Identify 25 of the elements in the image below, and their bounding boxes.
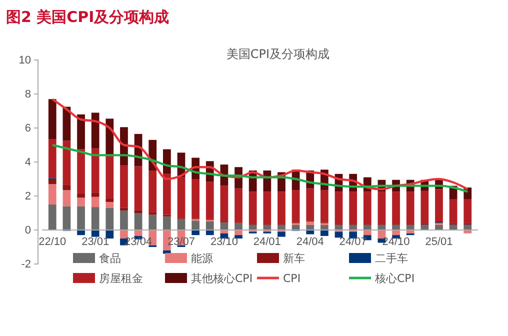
x-tick-label: 24/01 bbox=[253, 236, 281, 248]
x-tick-label: 24/07 bbox=[339, 236, 367, 248]
legend-label: 其他核心CPI bbox=[191, 272, 253, 285]
chart-title: 图2 美国CPI及分项构成 bbox=[6, 8, 170, 26]
legend-label: 新车 bbox=[283, 252, 305, 265]
x-tick-label: 23/01 bbox=[82, 236, 110, 248]
y-tick-label: 10 bbox=[18, 54, 31, 67]
x-tick-label: 22/10 bbox=[38, 236, 66, 248]
x-tick-label: 24/04 bbox=[296, 236, 324, 248]
legend-label: 食品 bbox=[99, 252, 121, 265]
legend-label: 房屋租金 bbox=[99, 272, 143, 285]
y-tick-label: 4 bbox=[24, 156, 31, 169]
y-tick-label: 6 bbox=[24, 122, 31, 135]
x-tick-label: 23/10 bbox=[210, 236, 238, 248]
legend-label: 核心CPI bbox=[374, 272, 415, 285]
legend-label: CPI bbox=[283, 272, 301, 285]
y-tick-label: -2 bbox=[21, 258, 31, 271]
legend-label: 能源 bbox=[191, 252, 213, 265]
x-tick-label: 25/01 bbox=[425, 236, 453, 248]
chart-subtitle: 美国CPI及分项构成 bbox=[226, 47, 330, 61]
y-tick-label: 2 bbox=[24, 190, 31, 203]
y-tick-label: 8 bbox=[24, 88, 31, 101]
x-tick-label: 24/10 bbox=[382, 236, 410, 248]
legend-label: 二手车 bbox=[375, 252, 408, 265]
y-tick-label: 0 bbox=[24, 224, 31, 237]
